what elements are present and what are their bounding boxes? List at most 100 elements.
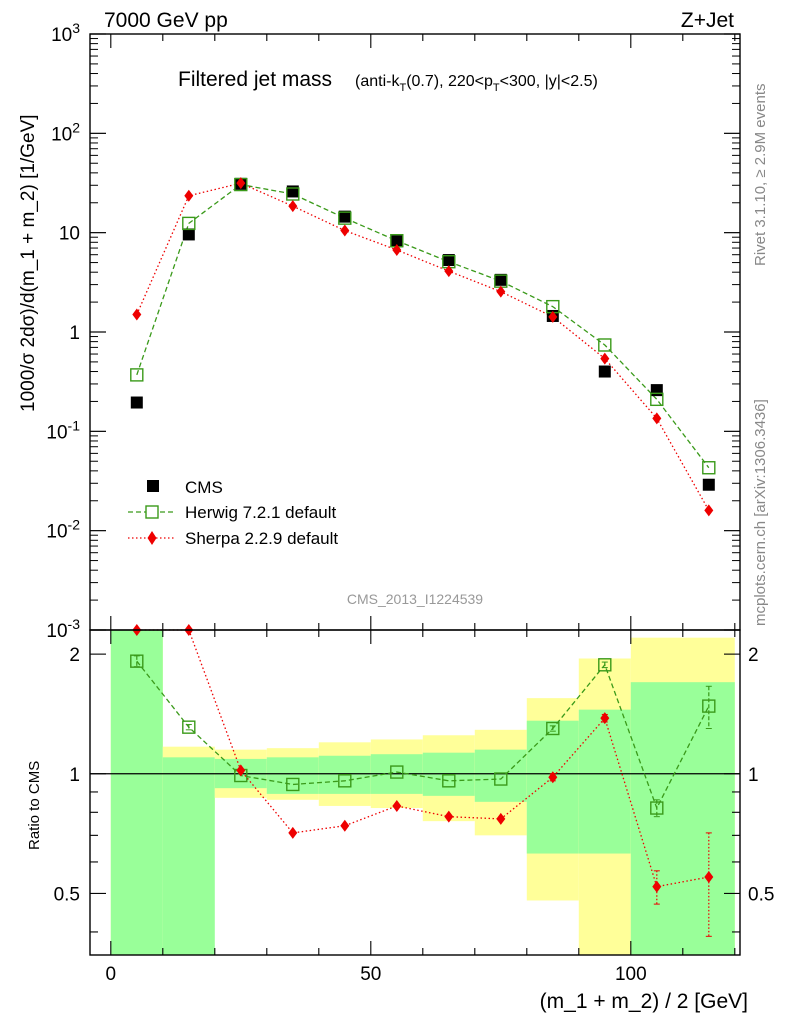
plot-frames [89, 33, 741, 956]
x-tick-label: 0 [106, 964, 117, 985]
main-point-square [598, 365, 611, 378]
series-markers [130, 177, 716, 937]
tick-labels: 10-3 10-2 10-1 1 10 102 103 0 50 100 0.5 0.5 1 1 2 2 [46, 20, 774, 985]
main-point-diamond [444, 265, 454, 278]
main-y-tick-label: 1 [69, 323, 80, 344]
main-y-tick-label: 10-2 [46, 517, 80, 543]
main-point-square [390, 235, 403, 248]
ratio-point-open-square [442, 774, 456, 788]
main-y-tick-label: 103 [51, 20, 80, 46]
ratio-series-line-1 [136, 629, 709, 888]
ratio-stat-band [162, 757, 215, 955]
main-point-open-square [130, 368, 144, 382]
axis-ticks [90, 33, 740, 955]
plot-title: Filtered jet mass [178, 68, 332, 91]
main-point-diamond [184, 189, 194, 202]
legend-cms-label: CMS [185, 478, 223, 497]
ratio-stat-band [526, 720, 579, 854]
legend-sherpa-label: Sherpa 2.2.9 default [185, 529, 338, 548]
legend-herwig-label: Herwig 7.2.1 default [185, 503, 336, 522]
main-point-open-square [598, 338, 612, 352]
ratio-point-diamond [392, 799, 402, 812]
ratio-y-tick-label: 0.5 [54, 884, 80, 905]
main-point-square [494, 273, 507, 286]
main-point-square [130, 396, 143, 409]
ratio-y-tick-label-right: 0.5 [748, 884, 774, 905]
legend-cms-marker [147, 480, 159, 492]
main-point-diamond [392, 243, 402, 256]
ratio-point-diamond [600, 712, 610, 725]
main-point-open-square [338, 211, 352, 225]
ratio-series-line-0 [136, 660, 710, 810]
legend-sherpa-marker [147, 531, 157, 545]
ratio-point-open-square [546, 721, 560, 736]
y-axis-label-main: 1000/σ 2dσ)/d(m_1 + m_2) [1/GeV] [18, 114, 39, 412]
ratio-point-diamond [236, 764, 246, 777]
main-point-open-square [286, 187, 300, 201]
main-point-square [182, 228, 195, 241]
ratio-stat-band [474, 749, 527, 802]
ratio-point-open-square [338, 774, 352, 788]
main-point-diamond [652, 412, 662, 425]
ratio-point-diamond [288, 826, 298, 839]
main-y-tick-label: 102 [51, 119, 80, 145]
x-tick-label: 100 [615, 964, 647, 985]
x-tick-label: 50 [360, 964, 381, 985]
ratio-stat-band [630, 682, 735, 955]
side-label-source: mcplots.cern.ch [arXiv:1306.3436] [752, 399, 769, 626]
main-y-tick-label: 10-3 [46, 616, 80, 642]
ratio-y-tick-label-right: 2 [748, 645, 759, 666]
main-point-diamond [496, 285, 506, 298]
main-point-diamond [704, 504, 714, 517]
ratio-stat-band [266, 757, 319, 794]
ratio-point-open-square [286, 777, 300, 792]
main-point-square [286, 185, 299, 198]
analysis-watermark: CMS_2013_I1224539 [347, 591, 483, 607]
main-series-line-1 [136, 183, 710, 469]
ratio-y-tick-label: 1 [69, 765, 80, 786]
ratio-bands [110, 630, 735, 955]
ratio-point-open-square [130, 654, 144, 668]
legend-herwig-marker [145, 505, 159, 519]
side-label-events: Rivet 3.1.10, ≥ 2.9M events [752, 84, 769, 267]
ratio-point-diamond [496, 812, 506, 825]
main-point-open-square [182, 216, 196, 231]
main-point-open-square [702, 461, 716, 475]
ratio-stat-band [110, 630, 163, 955]
ratio-point-diamond [340, 819, 350, 832]
main-y-tick-label: 10 [59, 224, 80, 245]
y-axis-label-ratio: Ratio to CMS [26, 761, 43, 850]
main-point-open-square [650, 392, 664, 407]
ratio-point-open-square [494, 772, 508, 786]
main-point-diamond [236, 177, 246, 190]
main-point-square [702, 478, 715, 491]
header-right: Z+Jet [681, 9, 734, 32]
ratio-point-open-square [182, 720, 196, 734]
main-point-square [442, 254, 455, 267]
ratio-point-open-square [702, 699, 716, 713]
plot-title-cuts: (anti-kT(0.7), 220<pT<300, |y|<2.5) [355, 73, 598, 94]
header-left: 7000 GeV pp [104, 9, 228, 32]
main-point-square [338, 210, 351, 223]
ratio-y-tick-label: 2 [69, 645, 80, 666]
legend: CMS Herwig 7.2.1 default Sherpa 2.2.9 de… [128, 478, 338, 548]
main-point-diamond [132, 308, 142, 321]
x-axis-label: (m_1 + m_2) / 2 [GeV] [540, 990, 748, 1013]
main-y-tick-label: 10-1 [46, 417, 80, 443]
ratio-point-diamond [548, 771, 558, 784]
ratio-point-open-square [390, 765, 404, 779]
main-point-square [650, 384, 663, 397]
main-series-line-2 [136, 182, 710, 511]
series-lines [136, 182, 710, 888]
ratio-y-tick-label-right: 1 [748, 765, 759, 786]
ratio-point-open-square [598, 658, 612, 672]
ratio-plot-frame [89, 629, 741, 956]
main-point-diamond [340, 224, 350, 237]
main-point-diamond [600, 352, 610, 365]
ratio-point-diamond [444, 810, 454, 823]
ratio-stat-band [578, 709, 631, 854]
main-point-diamond [288, 200, 298, 213]
main-point-diamond [548, 310, 558, 323]
ratio-point-diamond [704, 870, 714, 883]
